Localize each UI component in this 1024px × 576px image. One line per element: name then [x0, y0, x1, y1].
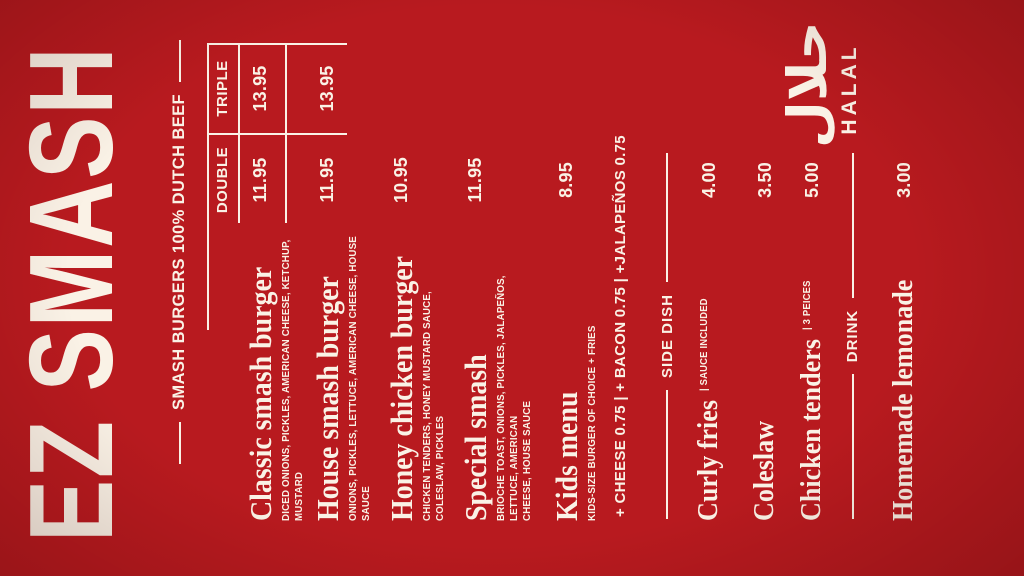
section-label-side-dish: SIDE DISH [658, 293, 676, 378]
toppings-extras-line: + CHEESE 0.75 | + BACON 0.75 | +JALAPEÑO… [611, 135, 629, 517]
item-ingredients: CHICKEN TENDERS, HONEY MUSTARD SAUCE, CO… [421, 291, 446, 521]
tagline-text: SMASH BURGERS 100% DUTCH BEEF [170, 94, 188, 410]
item-price-triple: 13.95 [250, 65, 270, 112]
price-columns-header: DOUBLE TRIPLE [205, 43, 239, 521]
item-title: Coleslaw [748, 256, 781, 521]
item-name-block: Homemade lemonade [887, 226, 920, 521]
tagline-rule-left [178, 421, 181, 464]
item-title-text: Homemade lemonade [887, 279, 920, 521]
item-name-block: Chicken tenders | 3 PEICES [795, 226, 828, 521]
item-title: Special smash [457, 354, 493, 521]
divider-rule-right [851, 153, 854, 298]
item-price-triple: 13.95 [316, 65, 337, 112]
section-divider-side-dish: SIDE DISH [658, 152, 676, 519]
item-price: 3.00 [894, 162, 915, 198]
halal-arabic-calligraphy-icon: حلال [776, 21, 839, 148]
divider-rule-right [666, 152, 669, 282]
table-top-rule [207, 43, 209, 330]
item-price-double: 11.95 [250, 157, 270, 203]
menu-item-house-smash: House smash burger ONIONS, PICKLES, LETT… [309, 43, 373, 521]
column-header-triple: TRIPLE [213, 60, 231, 117]
menu-item-classic-smash: Classic smash burger DICED ONIONS, PICKL… [243, 43, 306, 521]
menu-item-honey-chicken: Honey chicken burger CHICKEN TENDERS, HO… [383, 43, 447, 521]
item-price-empty [750, 43, 755, 134]
column-header-double: DOUBLE [213, 146, 231, 214]
menu-item-curly-fries: Curly fries | SAUCE INCLUDED 4.00 [691, 43, 724, 521]
divider-rule-left [851, 374, 854, 519]
item-name-block: Coleslaw [748, 226, 781, 521]
item-title: House smash burger [309, 276, 345, 521]
halal-badge: حلال HALAL [776, 21, 862, 148]
item-title: Chicken tenders | 3 PEICES [795, 256, 828, 521]
table-column-divider [207, 133, 347, 135]
item-name-block: Kids menu KIDS-SIZE BURGER OF CHOICE + F… [548, 226, 599, 521]
tagline-rule-right [178, 39, 181, 82]
item-name-block: Special smash BRIOCHE TOAST, ONIONS, PIC… [457, 226, 534, 521]
menu-item-special-smash: Special smash BRIOCHE TOAST, ONIONS, PIC… [457, 43, 534, 521]
item-title: Classic smash burger [243, 266, 278, 521]
menu-item-kids-menu: Kids menu KIDS-SIZE BURGER OF CHOICE + F… [548, 43, 599, 521]
item-title: Curly fries | SAUCE INCLUDED [691, 256, 724, 521]
item-price-double: 11.95 [464, 157, 485, 203]
divider-rule-left [666, 390, 669, 519]
item-price-triple [460, 43, 465, 134]
item-qualifier: | SAUCE INCLUDED [697, 298, 710, 391]
brand-logo: EZ SMASH [4, 45, 138, 542]
item-price-triple [551, 43, 556, 134]
section-divider-drink: DRINK [844, 153, 861, 519]
halal-label: HALAL [837, 43, 861, 135]
item-ingredients: ONIONS, PICKLES, LETTUCE, AMERICAN CHEES… [347, 236, 372, 521]
item-title: Honey chicken burger [383, 255, 419, 521]
item-price: 4.00 [698, 162, 719, 198]
item-price-double: 10.95 [390, 156, 411, 204]
item-name-block: House smash burger ONIONS, PICKLES, LETT… [309, 226, 373, 521]
item-name-block: Curly fries | SAUCE INCLUDED [691, 226, 724, 521]
menu-item-homemade-lemonade: Homemade lemonade 3.00 [887, 43, 920, 521]
section-label-drink: DRINK [844, 309, 862, 363]
table-right-border [207, 43, 347, 45]
item-title-text: Coleslaw [748, 420, 781, 521]
item-ingredients: DICED ONIONS, PICKLES, AMERICAN CHEESE, … [280, 239, 305, 521]
brand-tagline: SMASH BURGERS 100% DUTCH BEEF [170, 39, 189, 464]
item-price-triple [386, 43, 391, 134]
item-price-double: 8.95 [555, 162, 576, 198]
item-title: Kids menu [548, 391, 584, 521]
item-title-text: Curly fries [691, 399, 724, 521]
item-price-empty [694, 43, 699, 134]
item-title-text: Chicken tenders [795, 339, 828, 521]
item-title: Homemade lemonade [887, 256, 920, 521]
item-price-double: 11.95 [316, 157, 337, 203]
item-price-empty [889, 43, 894, 134]
item-price: 3.50 [755, 162, 776, 198]
item-name-block: Classic smash burger DICED ONIONS, PICKL… [243, 226, 306, 521]
item-name-block: Honey chicken burger CHICKEN TENDERS, HO… [383, 226, 447, 521]
item-ingredients: BRIOCHE TOAST, ONIONS, PICKLES, JALAPEÑO… [495, 275, 533, 521]
item-qualifier: | 3 PEICES [801, 280, 814, 331]
item-ingredients: KIDS-SIZE BURGER OF CHOICE + FRIES [586, 325, 598, 521]
